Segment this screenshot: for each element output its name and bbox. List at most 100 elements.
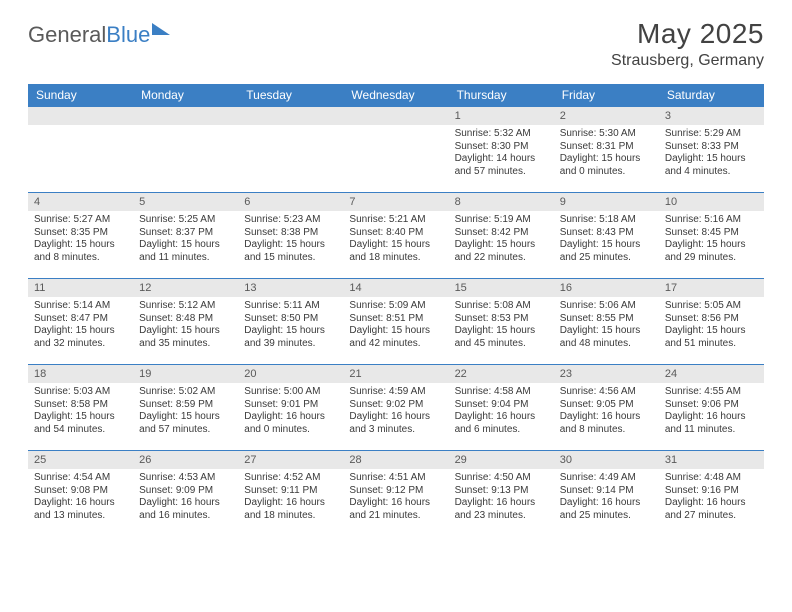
day-number (238, 107, 343, 125)
daylight-line: Daylight: 15 hours and 18 minutes. (349, 239, 442, 264)
calendar-day-cell: 29Sunrise: 4:50 AMSunset: 9:13 PMDayligh… (449, 451, 554, 537)
calendar-week-row: 18Sunrise: 5:03 AMSunset: 8:58 PMDayligh… (28, 365, 764, 451)
logo-mark-icon (152, 23, 170, 35)
sunset-line: Sunset: 8:58 PM (34, 399, 127, 412)
weekday-header: Tuesday (238, 84, 343, 107)
calendar-day-cell: 18Sunrise: 5:03 AMSunset: 8:58 PMDayligh… (28, 365, 133, 451)
day-details: Sunrise: 5:06 AMSunset: 8:55 PMDaylight:… (554, 297, 659, 354)
day-number: 4 (28, 193, 133, 211)
sunrise-line: Sunrise: 4:58 AM (455, 386, 548, 399)
day-details: Sunrise: 5:00 AMSunset: 9:01 PMDaylight:… (238, 383, 343, 440)
day-details: Sunrise: 4:54 AMSunset: 9:08 PMDaylight:… (28, 469, 133, 526)
day-details: Sunrise: 5:02 AMSunset: 8:59 PMDaylight:… (133, 383, 238, 440)
sunset-line: Sunset: 9:14 PM (560, 485, 653, 498)
calendar-body: 1Sunrise: 5:32 AMSunset: 8:30 PMDaylight… (28, 107, 764, 537)
day-details: Sunrise: 5:29 AMSunset: 8:33 PMDaylight:… (659, 125, 764, 182)
day-details: Sunrise: 5:30 AMSunset: 8:31 PMDaylight:… (554, 125, 659, 182)
calendar-day-cell: 23Sunrise: 4:56 AMSunset: 9:05 PMDayligh… (554, 365, 659, 451)
logo-text-1: General (28, 22, 106, 48)
day-number: 26 (133, 451, 238, 469)
day-number: 19 (133, 365, 238, 383)
day-details: Sunrise: 5:21 AMSunset: 8:40 PMDaylight:… (343, 211, 448, 268)
sunset-line: Sunset: 8:59 PM (139, 399, 232, 412)
day-number: 29 (449, 451, 554, 469)
sunset-line: Sunset: 8:43 PM (560, 227, 653, 240)
sunset-line: Sunset: 8:40 PM (349, 227, 442, 240)
calendar-week-row: 11Sunrise: 5:14 AMSunset: 8:47 PMDayligh… (28, 279, 764, 365)
daylight-line: Daylight: 15 hours and 4 minutes. (665, 153, 758, 178)
calendar-day-cell: 12Sunrise: 5:12 AMSunset: 8:48 PMDayligh… (133, 279, 238, 365)
day-details: Sunrise: 5:11 AMSunset: 8:50 PMDaylight:… (238, 297, 343, 354)
sunset-line: Sunset: 8:56 PM (665, 313, 758, 326)
calendar-day-cell: 22Sunrise: 4:58 AMSunset: 9:04 PMDayligh… (449, 365, 554, 451)
day-number: 3 (659, 107, 764, 125)
day-number: 30 (554, 451, 659, 469)
sunrise-line: Sunrise: 5:00 AM (244, 386, 337, 399)
daylight-line: Daylight: 16 hours and 8 minutes. (560, 411, 653, 436)
daylight-line: Daylight: 16 hours and 6 minutes. (455, 411, 548, 436)
day-details: Sunrise: 5:05 AMSunset: 8:56 PMDaylight:… (659, 297, 764, 354)
calendar-day-cell: 16Sunrise: 5:06 AMSunset: 8:55 PMDayligh… (554, 279, 659, 365)
day-number: 18 (28, 365, 133, 383)
calendar-head: SundayMondayTuesdayWednesdayThursdayFrid… (28, 84, 764, 107)
day-details: Sunrise: 5:14 AMSunset: 8:47 PMDaylight:… (28, 297, 133, 354)
logo-text-2: Blue (106, 22, 150, 48)
calendar-page: GeneralBlue May 2025 Strausberg, Germany… (0, 0, 792, 549)
calendar-day-cell: 13Sunrise: 5:11 AMSunset: 8:50 PMDayligh… (238, 279, 343, 365)
calendar-day-cell (133, 107, 238, 193)
daylight-line: Daylight: 16 hours and 3 minutes. (349, 411, 442, 436)
sunrise-line: Sunrise: 4:48 AM (665, 472, 758, 485)
day-number: 10 (659, 193, 764, 211)
sunrise-line: Sunrise: 5:09 AM (349, 300, 442, 313)
sunrise-line: Sunrise: 5:05 AM (665, 300, 758, 313)
sunset-line: Sunset: 8:50 PM (244, 313, 337, 326)
day-details: Sunrise: 5:12 AMSunset: 8:48 PMDaylight:… (133, 297, 238, 354)
calendar-day-cell: 1Sunrise: 5:32 AMSunset: 8:30 PMDaylight… (449, 107, 554, 193)
calendar-day-cell: 9Sunrise: 5:18 AMSunset: 8:43 PMDaylight… (554, 193, 659, 279)
day-number: 9 (554, 193, 659, 211)
sunset-line: Sunset: 9:11 PM (244, 485, 337, 498)
daylight-line: Daylight: 15 hours and 32 minutes. (34, 325, 127, 350)
calendar-table: SundayMondayTuesdayWednesdayThursdayFrid… (28, 84, 764, 537)
day-details: Sunrise: 4:59 AMSunset: 9:02 PMDaylight:… (343, 383, 448, 440)
sunrise-line: Sunrise: 5:29 AM (665, 128, 758, 141)
day-number (28, 107, 133, 125)
calendar-day-cell: 19Sunrise: 5:02 AMSunset: 8:59 PMDayligh… (133, 365, 238, 451)
sunset-line: Sunset: 8:45 PM (665, 227, 758, 240)
day-details: Sunrise: 4:52 AMSunset: 9:11 PMDaylight:… (238, 469, 343, 526)
calendar-day-cell: 7Sunrise: 5:21 AMSunset: 8:40 PMDaylight… (343, 193, 448, 279)
daylight-line: Daylight: 16 hours and 27 minutes. (665, 497, 758, 522)
daylight-line: Daylight: 15 hours and 54 minutes. (34, 411, 127, 436)
day-number: 6 (238, 193, 343, 211)
calendar-day-cell (28, 107, 133, 193)
sunset-line: Sunset: 9:13 PM (455, 485, 548, 498)
sunrise-line: Sunrise: 4:53 AM (139, 472, 232, 485)
daylight-line: Daylight: 15 hours and 22 minutes. (455, 239, 548, 264)
daylight-line: Daylight: 15 hours and 45 minutes. (455, 325, 548, 350)
sunset-line: Sunset: 8:47 PM (34, 313, 127, 326)
sunrise-line: Sunrise: 5:12 AM (139, 300, 232, 313)
sunrise-line: Sunrise: 5:02 AM (139, 386, 232, 399)
calendar-week-row: 4Sunrise: 5:27 AMSunset: 8:35 PMDaylight… (28, 193, 764, 279)
calendar-day-cell: 15Sunrise: 5:08 AMSunset: 8:53 PMDayligh… (449, 279, 554, 365)
weekday-header: Sunday (28, 84, 133, 107)
sunrise-line: Sunrise: 5:25 AM (139, 214, 232, 227)
calendar-day-cell: 21Sunrise: 4:59 AMSunset: 9:02 PMDayligh… (343, 365, 448, 451)
logo: GeneralBlue (28, 22, 170, 48)
day-details: Sunrise: 4:50 AMSunset: 9:13 PMDaylight:… (449, 469, 554, 526)
sunrise-line: Sunrise: 5:32 AM (455, 128, 548, 141)
sunset-line: Sunset: 8:38 PM (244, 227, 337, 240)
sunrise-line: Sunrise: 4:49 AM (560, 472, 653, 485)
sunrise-line: Sunrise: 5:08 AM (455, 300, 548, 313)
calendar-day-cell: 26Sunrise: 4:53 AMSunset: 9:09 PMDayligh… (133, 451, 238, 537)
daylight-line: Daylight: 15 hours and 39 minutes. (244, 325, 337, 350)
day-number: 28 (343, 451, 448, 469)
sunrise-line: Sunrise: 5:27 AM (34, 214, 127, 227)
day-number: 5 (133, 193, 238, 211)
calendar-week-row: 1Sunrise: 5:32 AMSunset: 8:30 PMDaylight… (28, 107, 764, 193)
calendar-day-cell: 2Sunrise: 5:30 AMSunset: 8:31 PMDaylight… (554, 107, 659, 193)
day-details: Sunrise: 5:09 AMSunset: 8:51 PMDaylight:… (343, 297, 448, 354)
calendar-day-cell: 31Sunrise: 4:48 AMSunset: 9:16 PMDayligh… (659, 451, 764, 537)
daylight-line: Daylight: 16 hours and 23 minutes. (455, 497, 548, 522)
sunrise-line: Sunrise: 4:52 AM (244, 472, 337, 485)
